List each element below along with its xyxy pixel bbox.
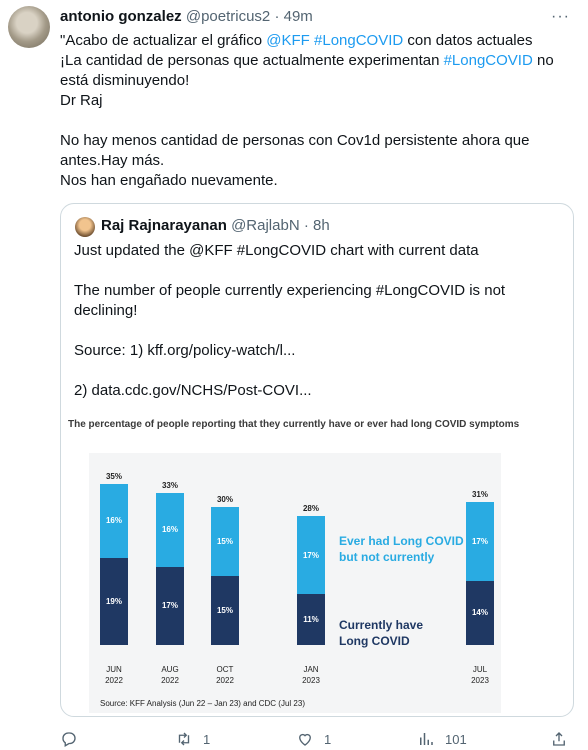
bar-segment-ever-had: 16% <box>100 484 128 558</box>
tweet-link[interactable]: @KFF <box>266 32 310 49</box>
x-tick-label-line: JUL <box>472 665 488 674</box>
tweet-text-segment: no <box>532 52 554 69</box>
bar-segment-ever-had: 16% <box>156 493 184 567</box>
tweet-link[interactable]: #LongCOVID <box>443 52 533 69</box>
annotation-currently: Currently have Long COVID <box>339 617 423 649</box>
retweet-button[interactable]: 1 <box>175 730 210 748</box>
reply-button[interactable] <box>60 730 78 748</box>
bar-total-label: 35% <box>105 472 122 481</box>
quoted-tweet[interactable]: Raj Rajnarayanan @RajlabN · 8h Just upda… <box>60 203 574 717</box>
annotation-line: Long COVID <box>339 634 410 648</box>
bar-total-label: 28% <box>302 504 319 514</box>
quoted-author-name: Raj Rajnarayanan <box>101 217 227 234</box>
reply-icon <box>62 732 76 747</box>
x-tick-label: AUG 2022 <box>150 664 190 686</box>
bar-segment-currently: 15% <box>211 576 239 645</box>
quoted-author-avatar <box>75 217 95 237</box>
tweet-line: No hay menos cantidad de personas con Co… <box>60 131 580 151</box>
action-bar: 1 1 101 <box>0 730 588 750</box>
share-icon <box>553 732 565 746</box>
author-name[interactable]: antonio gonzalez <box>60 8 182 25</box>
retweet-icon <box>178 732 190 746</box>
tweet-text-segment: Dr Raj <box>60 92 103 109</box>
quoted-line <box>74 321 564 341</box>
tweet-text-segment: Nos han engañado nuevamente. <box>60 172 278 189</box>
quoted-line: Just updated the @KFF #LongCOVID chart w… <box>74 242 479 259</box>
tweet-line: "Acabo de actualizar el gráfico @KFF #Lo… <box>60 31 580 51</box>
quoted-line: The number of people currently experienc… <box>74 282 506 299</box>
x-tick-label: JUN 2022 <box>94 664 134 686</box>
x-tick-label-line: JAN <box>303 665 319 674</box>
x-tick-label-line: 2023 <box>302 676 320 685</box>
tweet-line: antes.Hay más. <box>60 151 580 171</box>
views-icon <box>420 733 433 745</box>
like-icon <box>299 733 311 746</box>
x-tick-label: JUL 2023 <box>460 664 500 686</box>
tweet-text-segment: "Acabo de actualizar el gráfico <box>60 32 267 49</box>
quoted-line <box>74 361 564 381</box>
x-tick-label: OCT 2022 <box>205 664 245 686</box>
x-tick-label-line: JUN <box>106 665 122 674</box>
bar-segment-currently: 14% <box>466 580 494 645</box>
bar-total-label: 31% <box>471 490 488 500</box>
quoted-author-handle: @RajlabN <box>231 217 300 234</box>
annotation-line: Currently have <box>339 618 424 632</box>
quoted-time: 8h <box>313 217 330 234</box>
tweet-time[interactable]: 49m <box>283 8 313 25</box>
like-count: 1 <box>324 731 332 747</box>
tweet-line: ¡La cantidad de personas que actualmente… <box>60 51 580 71</box>
x-tick-label-line: 2022 <box>216 676 234 685</box>
quoted-line: declining! <box>74 302 138 319</box>
quoted-text: Just updated the @KFF #LongCOVID chart w… <box>74 241 564 401</box>
tweet-line: Nos han engañado nuevamente. <box>60 171 580 191</box>
x-tick-label-line: OCT <box>216 665 234 674</box>
annotation-ever-had: Ever had Long COVID but not currently <box>339 533 464 565</box>
quoted-line: Source: 1) kff.org/policy-watch/l... <box>74 342 296 359</box>
bar-segment-ever-had: 15% <box>211 507 239 576</box>
tweet-line: Dr Raj <box>60 91 580 111</box>
tweet-header: antonio gonzalez @poetricus2 · 49m <box>60 8 313 25</box>
bar-segment-ever-had: 17% <box>466 502 494 581</box>
tweet-text-segment: está disminuyendo! <box>60 72 190 89</box>
chart-title: The percentage of people reporting that … <box>68 419 520 430</box>
tweet-text-segment: antes.Hay más. <box>60 152 165 169</box>
annotation-line: but not currently <box>339 550 435 564</box>
retweet-count: 1 <box>203 731 211 747</box>
bar-segment-ever-had: 17% <box>297 516 325 595</box>
x-tick-label-line: 2023 <box>471 676 489 685</box>
annotation-line: Ever had Long COVID <box>339 534 464 548</box>
author-avatar[interactable] <box>8 6 50 48</box>
x-tick-label-line: 2022 <box>161 676 179 685</box>
bar-segment-currently: 19% <box>100 557 128 645</box>
author-handle[interactable]: @poetricus2 <box>185 8 271 25</box>
tweet-text: "Acabo de actualizar el gráfico @KFF #Lo… <box>60 31 580 191</box>
tweet-text-segment: con datos actuales <box>403 32 533 49</box>
tweet-text-segment: ¡La cantidad de personas que actualmente… <box>60 52 444 69</box>
tweet-link[interactable]: #LongCOVID <box>314 32 404 49</box>
share-button[interactable] <box>550 730 568 748</box>
bar-segment-currently: 17% <box>156 566 184 645</box>
views-count: 101 <box>445 731 467 747</box>
bar-total-label: 33% <box>161 481 178 491</box>
x-tick-label: JAN 2023 <box>291 664 331 686</box>
x-tick-label-line: AUG <box>161 665 179 674</box>
bar-total-label: 30% <box>216 495 233 504</box>
quoted-line <box>74 261 564 281</box>
tweet-line <box>60 111 580 131</box>
x-tick-label-line: 2022 <box>105 676 123 685</box>
bar-segment-currently: 11% <box>297 594 325 645</box>
like-button[interactable]: 1 <box>296 730 331 748</box>
tweet-line: está disminuyendo! <box>60 71 580 91</box>
quoted-line: 2) data.cdc.gov/NCHS/Post-COVI... <box>74 382 312 399</box>
chart-source: Source: KFF Analysis (Jun 22 – Jan 23) a… <box>100 699 305 708</box>
more-dots-icon[interactable]: ··· <box>551 8 570 25</box>
separator-dot: · <box>274 8 280 25</box>
tweet-text-segment: No hay menos cantidad de personas con Co… <box>60 132 530 149</box>
separator-dot: · <box>303 217 309 234</box>
quoted-header: Raj Rajnarayanan @RajlabN · 8h <box>101 217 330 234</box>
views-button[interactable]: 101 <box>417 730 467 748</box>
